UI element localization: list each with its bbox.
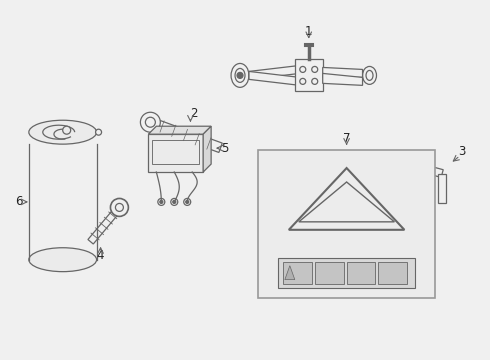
Circle shape — [300, 78, 306, 84]
Circle shape — [141, 112, 160, 132]
Text: 3: 3 — [459, 145, 466, 158]
Polygon shape — [148, 118, 222, 152]
Text: 4: 4 — [97, 249, 104, 262]
Ellipse shape — [29, 120, 97, 144]
Circle shape — [116, 203, 123, 211]
Ellipse shape — [29, 248, 97, 272]
Text: 1: 1 — [305, 25, 313, 38]
Circle shape — [382, 155, 388, 161]
Circle shape — [96, 129, 101, 135]
Text: 5: 5 — [221, 141, 229, 155]
Bar — [295, 59, 323, 91]
Polygon shape — [148, 126, 211, 134]
Circle shape — [237, 72, 243, 78]
Bar — [152, 140, 199, 164]
Circle shape — [312, 67, 318, 72]
Circle shape — [160, 201, 163, 203]
Ellipse shape — [231, 63, 249, 87]
Ellipse shape — [366, 71, 373, 80]
Text: 7: 7 — [343, 132, 350, 145]
Polygon shape — [384, 154, 443, 177]
Circle shape — [300, 67, 306, 72]
Circle shape — [146, 117, 155, 127]
Polygon shape — [285, 266, 295, 280]
Circle shape — [171, 198, 178, 206]
Polygon shape — [88, 205, 122, 244]
Polygon shape — [323, 73, 363, 85]
Circle shape — [173, 201, 176, 203]
Polygon shape — [249, 71, 300, 85]
Circle shape — [110, 198, 128, 216]
Circle shape — [63, 126, 71, 134]
Circle shape — [184, 198, 191, 206]
Text: 2: 2 — [190, 107, 197, 120]
Ellipse shape — [235, 68, 245, 82]
Bar — [148, 134, 203, 172]
Polygon shape — [203, 126, 211, 172]
Bar — [258, 150, 435, 298]
Text: 6: 6 — [15, 195, 23, 208]
Circle shape — [377, 151, 392, 165]
Bar — [283, 262, 312, 284]
Polygon shape — [299, 182, 394, 222]
Bar — [315, 262, 343, 284]
Polygon shape — [323, 67, 363, 77]
Bar — [378, 262, 407, 284]
Bar — [278, 258, 416, 288]
Bar — [346, 262, 375, 284]
Polygon shape — [438, 174, 446, 203]
Polygon shape — [249, 66, 300, 80]
Circle shape — [312, 78, 318, 84]
Circle shape — [186, 201, 189, 203]
Ellipse shape — [363, 67, 376, 84]
Circle shape — [158, 198, 165, 206]
Polygon shape — [289, 168, 404, 230]
